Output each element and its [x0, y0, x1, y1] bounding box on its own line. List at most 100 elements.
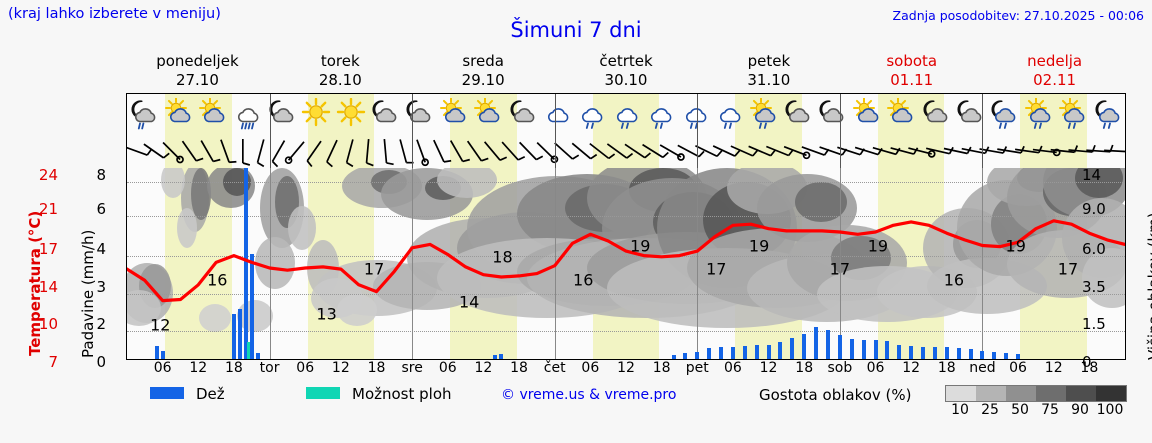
precipitation-bar: [814, 326, 819, 359]
weather-icon-cloud-drizzle: [678, 94, 712, 134]
day-name: torek: [320, 52, 360, 70]
weather-icon-row: [127, 94, 1125, 134]
cloud-density-tick: 50: [1011, 402, 1029, 418]
temperature-point-label: 17: [1057, 259, 1079, 279]
axis-tick: 21: [38, 200, 58, 218]
precipitation-bar: [837, 335, 842, 359]
precipitation-bar: [1016, 354, 1021, 359]
precipitation-bar: [1004, 353, 1009, 359]
precipitation-bar: [671, 355, 676, 359]
precipitation-bar: [825, 330, 830, 359]
cloud-density-tick: 25: [981, 402, 999, 418]
page-title: Šimuni 7 dni: [510, 18, 642, 42]
cloud-density-swatch: [1096, 386, 1126, 401]
day-separator: [839, 168, 841, 359]
day-header-3: četrtek 30.10: [555, 52, 698, 92]
precipitation-bar: [885, 341, 890, 359]
weather-icon-moon-cloud-drizzle: [987, 94, 1021, 134]
weather-icon-moon-cloud: [265, 94, 299, 134]
cloud-density-tick: 10: [951, 402, 969, 418]
weather-icon-moon-cloud-rain: [127, 94, 161, 134]
axis-tick: 1.5: [1082, 315, 1106, 333]
temperature-point-label: 13: [316, 304, 337, 324]
cloud-density-swatch: [1066, 386, 1096, 401]
temperature-point-label: 18: [492, 247, 513, 267]
hour-label: 06: [724, 360, 742, 376]
weather-icon-sun-cloud: [471, 94, 505, 134]
cloud-height-axis-ticks: 14 9.0 6.0 3.5 1.5 0: [1082, 160, 1122, 371]
axis-tick: 4: [96, 240, 106, 258]
temperature-point-label: 19: [748, 236, 770, 256]
hour-label: 18: [367, 360, 386, 376]
axis-tick: 0: [96, 353, 106, 371]
cloud-density-tick: 75: [1041, 402, 1059, 418]
rain-legend-label: Dež: [196, 385, 225, 403]
hour-label: 06: [1009, 360, 1027, 376]
precipitation-bar: [968, 349, 973, 359]
precipitation-bar: [956, 348, 961, 359]
day-name: ponedeljek: [156, 52, 239, 70]
day-name: četrtek: [599, 52, 653, 70]
weather-icon-moon-cloud: [402, 94, 436, 134]
weather-icon-cloud-drizzle: [712, 94, 746, 134]
weather-icon-sun-cloud: [161, 94, 195, 134]
precipitation-bar: [873, 339, 878, 359]
cloud-density-swatch: [946, 386, 976, 401]
hour-label: čet: [543, 360, 566, 376]
axis-tick: 6: [96, 200, 106, 218]
temperature-point-label: 16: [573, 270, 594, 290]
weather-icon-cloud-drizzle: [609, 94, 643, 134]
day-separator: [697, 134, 699, 168]
temperature-point-label: 14: [458, 292, 480, 312]
precipitation-bar: [683, 353, 688, 359]
axis-tick: 6.0: [1082, 240, 1106, 258]
weather-icon-sun-cloud: [437, 94, 471, 134]
precipitation-bar: [695, 351, 700, 359]
temperature-axis-title: Temperatura (°C): [6, 168, 44, 360]
last-update-stamp: Zadnja posodobitev: 27.10.2025 - 00:06: [892, 8, 1144, 23]
hour-label: 06: [581, 360, 600, 376]
day-separator: [269, 94, 271, 134]
weather-icon-sun-cloud-drizzle: [1056, 94, 1090, 134]
hour-label: 18: [225, 360, 243, 376]
hour-label: 18: [1080, 360, 1099, 376]
day-separator: [412, 168, 414, 359]
day-header-2: sreda 29.10: [412, 52, 555, 92]
day-separator: [554, 134, 556, 168]
day-separator: [982, 168, 984, 359]
axis-tick: 17: [38, 240, 58, 258]
weather-icon-cloud-rain-heavy: [230, 94, 264, 134]
precipitation-bar: [707, 348, 712, 359]
day-separator: [412, 134, 414, 168]
day-date: 02.11: [1033, 71, 1077, 89]
copyright-text: © vreme.us & vreme.pro: [501, 387, 677, 403]
gridline: [127, 182, 1125, 184]
day-name: petek: [747, 52, 791, 70]
weather-icon-cloud: [540, 94, 574, 134]
hour-label: sob: [827, 360, 853, 376]
weather-icon-moon-cloud: [815, 94, 849, 134]
precipitation-bar: [243, 168, 248, 359]
cloud-height-axis-title-text: Višina oblakov (km): [1145, 212, 1152, 360]
hour-label: 18: [795, 360, 814, 376]
precipitation-axis-title: Padavine (mm/h): [58, 168, 97, 360]
precipitation-bar: [921, 347, 926, 359]
hour-axis-labels: 06 12 18 tor 06 12 18 sre 06 12 18 čet 06 12 18 pet 06 12…: [127, 360, 1125, 380]
day-separator: [697, 94, 699, 134]
day-separator: [269, 168, 271, 359]
weather-icon-moon-cloud: [368, 94, 402, 134]
precipitation-bar: [237, 308, 242, 359]
temperature-curve: [127, 219, 1125, 303]
precipitation-bar: [992, 351, 997, 359]
hour-label: 12: [474, 360, 493, 376]
hour-label: 12: [759, 360, 778, 376]
cloud-density-colorbar-ticks: 10 25 50 75 90 100: [945, 402, 1131, 420]
weather-icon-sun-cloud-drizzle: [1022, 94, 1056, 134]
gridline: [127, 294, 1125, 296]
gridline: [127, 216, 1125, 218]
precipitation-bar: [778, 342, 783, 359]
precipitation-bar: [154, 345, 159, 359]
cloud-density-field: [127, 168, 1125, 332]
daylight-band: [450, 134, 517, 168]
axis-tick: 14: [38, 278, 58, 296]
